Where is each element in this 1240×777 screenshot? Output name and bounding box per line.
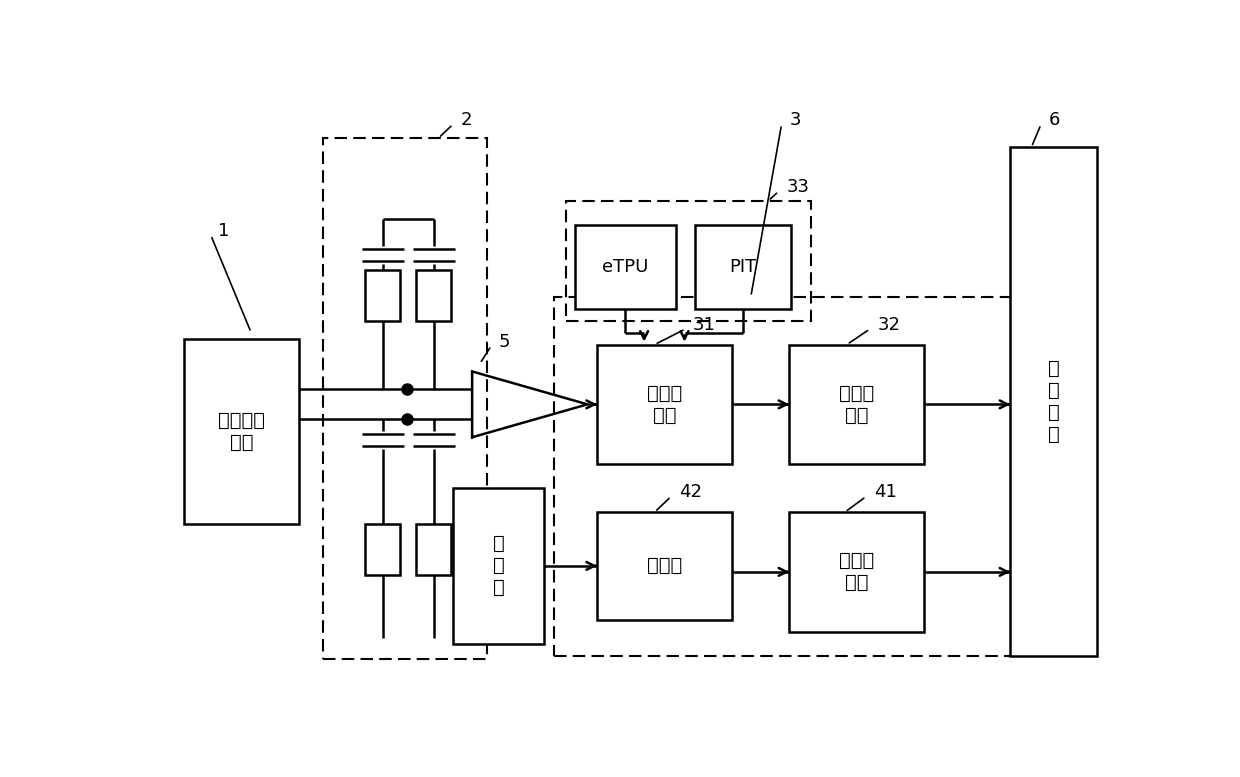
Text: 6: 6 — [1049, 111, 1060, 129]
Text: PIT: PIT — [729, 258, 756, 276]
Bar — [184, 339, 299, 524]
Text: 32: 32 — [878, 315, 900, 334]
Text: 42: 42 — [678, 483, 702, 501]
Bar — [789, 512, 924, 632]
Bar — [596, 344, 732, 464]
Text: 5: 5 — [498, 333, 511, 350]
Bar — [1011, 147, 1096, 656]
Bar — [324, 138, 486, 659]
Bar — [366, 524, 401, 575]
Text: 缓
存
模
块: 缓 存 模 块 — [1048, 359, 1059, 444]
Bar — [417, 524, 451, 575]
Text: 31: 31 — [693, 315, 715, 334]
Text: eTPU: eTPU — [603, 258, 649, 276]
Text: 1: 1 — [218, 221, 229, 240]
Text: 2: 2 — [460, 111, 472, 129]
Text: 41: 41 — [874, 483, 897, 501]
Bar — [575, 225, 676, 308]
Text: 3: 3 — [789, 111, 801, 129]
Bar — [789, 344, 924, 464]
Bar — [453, 488, 544, 643]
Bar — [696, 225, 791, 308]
Text: 积分器: 积分器 — [647, 556, 682, 576]
Text: 信号采集
模块: 信号采集 模块 — [218, 411, 265, 451]
Bar — [596, 512, 732, 620]
Bar — [567, 201, 811, 321]
Bar — [554, 297, 1063, 656]
Bar — [366, 270, 401, 321]
Text: 低通滤
波器: 低通滤 波器 — [839, 384, 874, 425]
Text: 模数转
换器: 模数转 换器 — [647, 384, 682, 425]
Bar — [417, 270, 451, 321]
Text: 带通滤
波器: 带通滤 波器 — [839, 552, 874, 592]
Text: 主
芯
片: 主 芯 片 — [492, 535, 505, 598]
Text: 33: 33 — [786, 178, 810, 196]
